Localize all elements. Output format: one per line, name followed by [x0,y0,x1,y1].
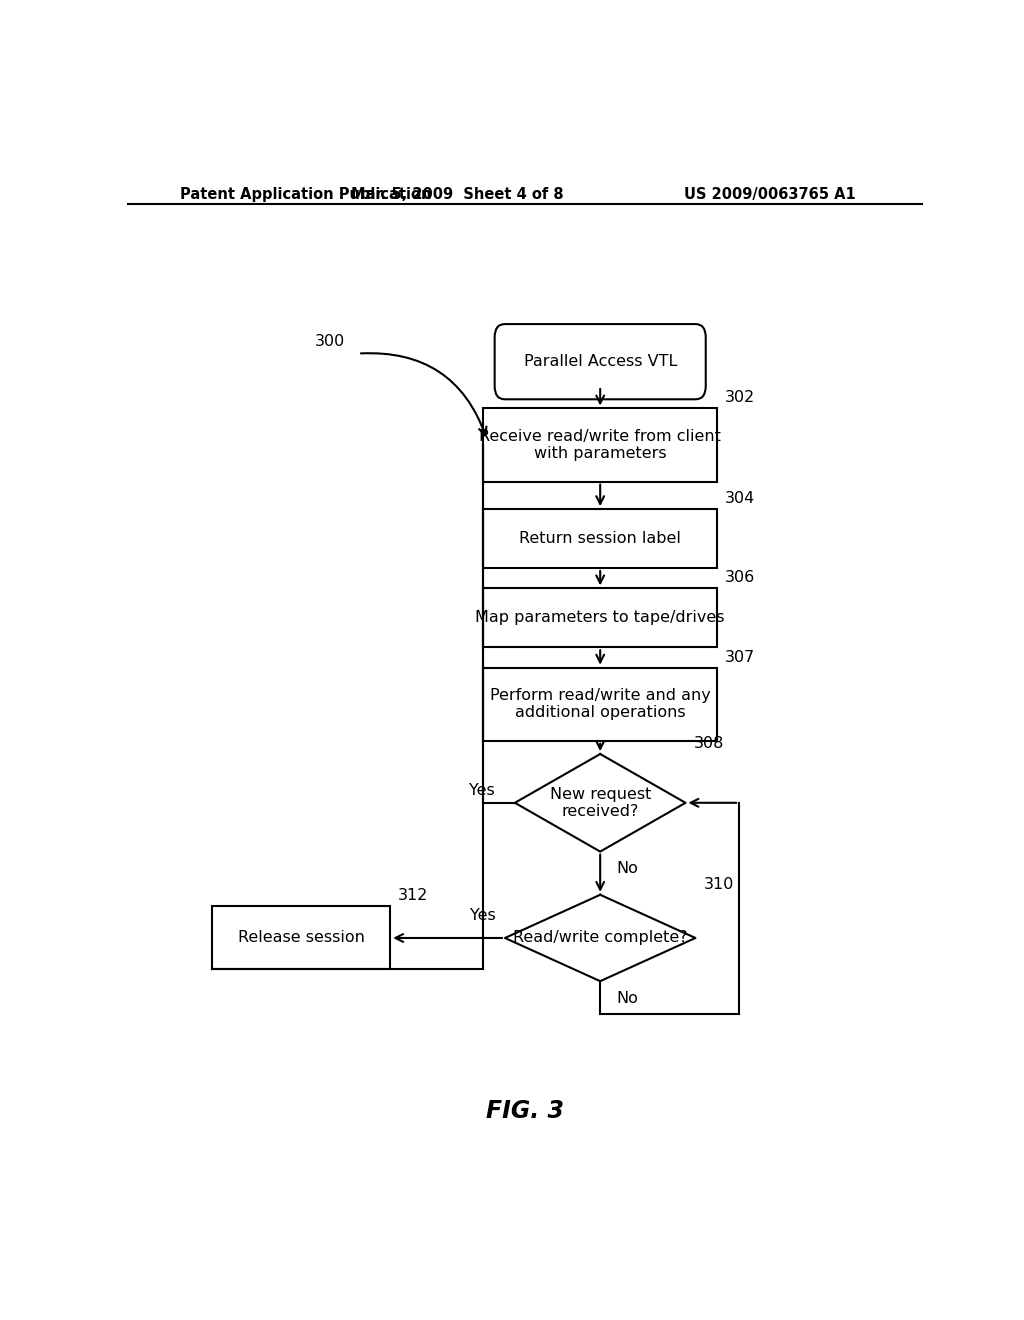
Text: New request
received?: New request received? [550,787,651,818]
Bar [483,408,717,482]
Text: FIG. 3: FIG. 3 [485,1098,564,1123]
Text: Patent Application Publication: Patent Application Publication [179,187,431,202]
Text: 312: 312 [398,888,429,903]
Text: Receive read/write from client
with parameters: Receive read/write from client with para… [479,429,721,461]
FancyBboxPatch shape [495,325,706,399]
Text: Yes: Yes [470,908,496,923]
Bar [483,589,717,647]
Text: 308: 308 [693,737,724,751]
Text: Mar. 5, 2009  Sheet 4 of 8: Mar. 5, 2009 Sheet 4 of 8 [351,187,563,202]
Text: 310: 310 [703,876,734,892]
Text: 307: 307 [725,649,756,664]
Bar [483,668,717,741]
Text: 302: 302 [725,391,756,405]
Text: Yes: Yes [469,783,495,799]
Text: No: No [616,861,638,875]
Text: Read/write complete?: Read/write complete? [513,931,687,945]
Bar [212,907,390,969]
Text: Map parameters to tape/drives: Map parameters to tape/drives [475,610,725,626]
Text: US 2009/0063765 A1: US 2009/0063765 A1 [684,187,855,202]
Text: Return session label: Return session label [519,531,681,546]
Text: 300: 300 [315,334,345,348]
Text: Release session: Release session [238,931,365,945]
Text: Perform read/write and any
additional operations: Perform read/write and any additional op… [489,688,711,721]
Bar [483,510,717,568]
Text: Parallel Access VTL: Parallel Access VTL [523,354,677,370]
Text: No: No [616,991,638,1006]
Text: 306: 306 [725,570,756,585]
Text: 304: 304 [725,491,756,506]
